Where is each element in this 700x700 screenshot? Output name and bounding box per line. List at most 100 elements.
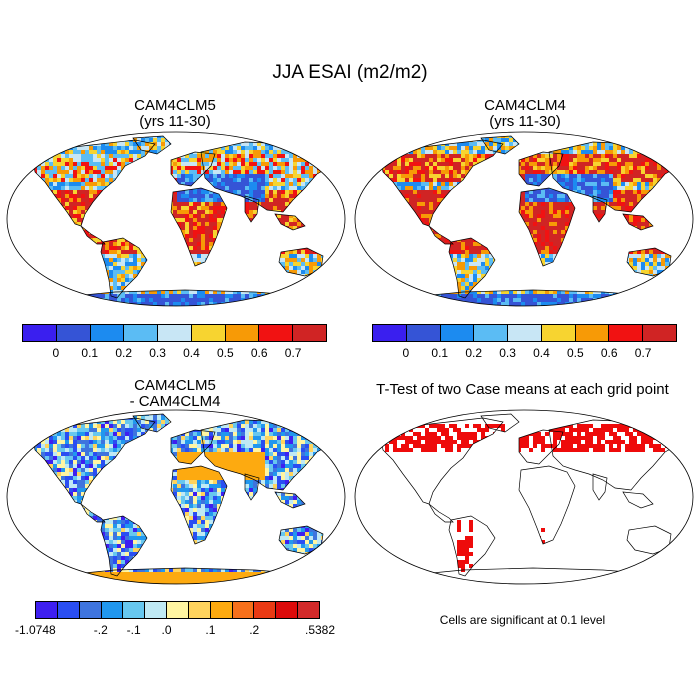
grid-cell xyxy=(313,294,317,298)
grid-cell xyxy=(309,150,313,154)
grid-cell xyxy=(237,290,241,294)
grid-cell xyxy=(169,302,173,306)
grid-cell xyxy=(325,302,329,306)
grid-cell xyxy=(49,178,53,182)
grid-cell xyxy=(329,158,333,162)
grid-cell xyxy=(121,270,125,274)
grid-cell xyxy=(317,146,321,150)
grid-cell xyxy=(65,290,69,294)
grid-cell xyxy=(13,298,17,302)
grid-cell xyxy=(69,136,73,138)
grid-cell xyxy=(445,170,449,174)
grid-cell xyxy=(49,298,53,302)
grid-cell xyxy=(357,134,361,138)
grid-cell xyxy=(685,170,689,174)
grid-cell xyxy=(437,166,441,170)
grid-cell xyxy=(241,194,245,198)
grid-cell xyxy=(577,162,581,166)
grid-cell xyxy=(221,166,225,170)
grid-cell xyxy=(109,286,113,290)
grid-cell xyxy=(73,146,77,150)
grid-cell xyxy=(137,262,141,266)
grid-cell xyxy=(669,166,673,170)
grid-cell xyxy=(477,142,481,146)
grid-cell xyxy=(685,130,689,134)
grid-cell xyxy=(373,150,377,154)
grid-cell xyxy=(269,178,273,182)
grid-cell xyxy=(105,246,109,250)
grid-cell xyxy=(205,150,209,154)
grid-cell xyxy=(561,178,565,182)
grid-cell xyxy=(233,154,237,158)
grid-cell xyxy=(241,158,245,162)
grid-cell xyxy=(449,162,453,166)
grid-cell xyxy=(529,158,533,162)
grid-cell xyxy=(381,146,385,150)
grid-cell xyxy=(617,136,621,138)
grid-cell xyxy=(501,136,505,138)
grid-cell xyxy=(17,290,21,294)
grid-cell xyxy=(185,238,189,242)
grid-cell xyxy=(81,138,85,142)
grid-cell xyxy=(653,138,657,142)
grid-cell xyxy=(17,150,21,154)
grid-cell xyxy=(677,162,681,166)
grid-cell xyxy=(249,210,253,214)
grid-cell xyxy=(101,302,105,306)
grid-cell xyxy=(189,230,193,234)
grid-cell xyxy=(81,130,85,134)
grid-cell xyxy=(449,150,453,154)
grid-cell xyxy=(249,158,253,162)
grid-cell xyxy=(233,170,237,174)
grid-cell xyxy=(345,182,347,186)
panel1-title-line2: (yrs 11-30) xyxy=(139,113,211,130)
grid-cell xyxy=(305,290,309,294)
grid-cell xyxy=(449,178,453,182)
grid-cell xyxy=(589,178,593,182)
grid-cell xyxy=(77,170,81,174)
grid-cell xyxy=(597,166,601,170)
grid-cell xyxy=(189,198,193,202)
grid-cell xyxy=(649,130,653,134)
grid-cell xyxy=(497,150,501,154)
grid-cell xyxy=(161,290,165,294)
grid-cell xyxy=(345,234,347,238)
grid-cell xyxy=(325,138,329,142)
grid-cell xyxy=(169,294,173,298)
grid-cell xyxy=(269,202,273,206)
grid-cell xyxy=(233,178,237,182)
grid-cell xyxy=(469,146,473,150)
grid-cell xyxy=(341,142,345,146)
grid-cell xyxy=(321,294,325,298)
grid-cell xyxy=(345,298,347,302)
grid-cell xyxy=(9,154,13,158)
grid-cell xyxy=(89,146,93,150)
grid-cell xyxy=(645,136,649,138)
grid-cell xyxy=(41,298,45,302)
grid-cell xyxy=(185,182,189,186)
grid-cell xyxy=(125,162,129,166)
grid-cell xyxy=(285,266,289,270)
grid-cell xyxy=(257,130,261,134)
grid-cell xyxy=(205,230,209,234)
grid-cell xyxy=(21,154,25,158)
grid-cell xyxy=(205,158,209,162)
grid-cell xyxy=(253,178,257,182)
grid-cell xyxy=(121,306,125,308)
grid-cell xyxy=(245,174,249,178)
grid-cell xyxy=(193,306,197,308)
grid-cell xyxy=(317,258,321,262)
grid-cell xyxy=(325,166,329,170)
grid-cell xyxy=(25,138,29,142)
grid-cell xyxy=(117,238,121,242)
grid-cell xyxy=(269,190,273,194)
grid-cell xyxy=(337,146,341,150)
grid-cell xyxy=(601,142,605,146)
grid-cell xyxy=(157,306,161,308)
grid-cell xyxy=(601,162,605,166)
grid-cell xyxy=(321,266,325,270)
grid-cell xyxy=(285,254,289,258)
grid-cell xyxy=(181,202,185,206)
grid-cell xyxy=(661,138,665,142)
grid-cell xyxy=(609,142,613,146)
